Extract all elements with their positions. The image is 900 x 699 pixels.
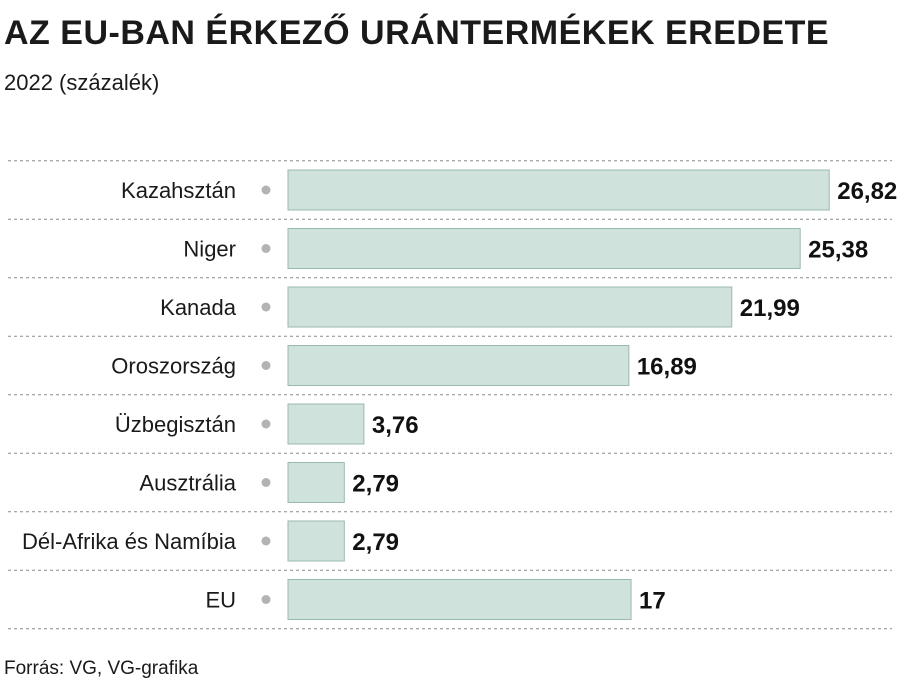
row-marker [261,536,271,546]
row-marker [261,419,271,429]
bar [287,228,801,269]
row-marker [261,361,271,370]
row-marker [261,244,271,253]
category-label: Dél-Afrika és Namíbia [22,529,237,554]
category-label: Niger [183,237,236,262]
chart-title: AZ EU-BAN ÉRKEZŐ URÁNTERMÉKEK EREDETE [4,14,830,52]
value-label: 3,76 [372,412,419,439]
row-marker [261,595,271,604]
chart-subtitle: 2022 (százalék) [4,70,160,95]
row-marker [261,302,271,312]
category-label: Kazahsztán [121,178,236,203]
bar [287,520,345,562]
category-label: Oroszország [111,354,236,379]
category-label: Ausztrália [139,471,236,496]
bar [287,169,830,211]
bar [287,579,632,620]
value-label: 25,38 [808,237,868,264]
row-marker [261,185,271,195]
source-note: Forrás: VG, VG-grafika [4,658,199,679]
bar [287,345,630,386]
value-label: 2,79 [352,471,399,498]
bar [287,462,345,503]
category-label: Kanada [160,295,237,320]
category-label: Üzbegisztán [115,412,236,437]
bar-chart: Kazahsztán 26,82 Niger 25,38 Kanada 21,99 Oros… [8,160,897,630]
value-label: 2,79 [352,529,399,556]
bar [287,403,365,445]
bar [287,286,733,328]
value-label: 17 [639,588,666,615]
value-label: 21,99 [740,295,800,322]
category-label: EU [205,588,236,613]
value-label: 16,89 [637,354,697,381]
row-marker [261,478,271,487]
value-label: 26,82 [837,178,897,205]
